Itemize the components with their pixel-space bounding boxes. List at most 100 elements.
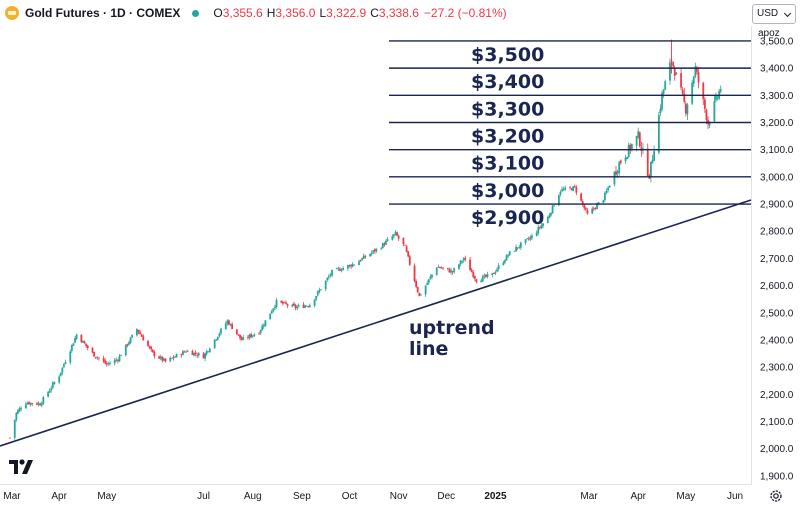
candle-body bbox=[315, 296, 318, 300]
candle-body bbox=[13, 419, 16, 438]
candle-body bbox=[705, 109, 708, 120]
candle-body bbox=[31, 403, 34, 404]
candle-body bbox=[183, 351, 186, 353]
candle-body bbox=[159, 356, 162, 359]
candle-body bbox=[426, 282, 429, 285]
candle-body bbox=[470, 269, 473, 273]
candle-body bbox=[270, 311, 273, 314]
candle-body bbox=[172, 357, 175, 359]
price-axis[interactable]: 3,500.0 3,400.0 3,300.0 3,200.0 3,100.0 3,000… bbox=[760, 36, 794, 482]
candle-body bbox=[136, 329, 138, 336]
candle-body bbox=[327, 276, 330, 278]
time-tick-label: Sep bbox=[293, 491, 311, 502]
candle-body bbox=[305, 305, 308, 307]
candle-body bbox=[264, 320, 267, 327]
candle-body bbox=[324, 280, 327, 290]
candle-body bbox=[491, 273, 494, 276]
candle-body bbox=[262, 325, 265, 327]
candle-body bbox=[496, 269, 498, 272]
price-level-label: $3,400 bbox=[471, 71, 544, 93]
candle-body bbox=[616, 171, 619, 174]
candle-body bbox=[713, 100, 716, 122]
candle-body bbox=[47, 392, 49, 397]
candle-body bbox=[318, 290, 321, 293]
candle-body bbox=[507, 255, 510, 257]
candle-body bbox=[348, 264, 351, 267]
candle-body bbox=[342, 268, 345, 271]
price-level-label: $3,100 bbox=[471, 153, 544, 175]
price-tick-label: 2,300.0 bbox=[760, 363, 794, 374]
candle-body bbox=[373, 249, 376, 252]
candle-body bbox=[94, 356, 97, 358]
candle-body bbox=[542, 223, 544, 227]
candle-body bbox=[331, 269, 333, 276]
candle-body bbox=[469, 259, 471, 271]
candle-body bbox=[450, 270, 452, 273]
candle-body bbox=[627, 144, 630, 157]
symbol-title[interactable]: Gold Futures · 1D · COMEX bbox=[25, 6, 181, 20]
candle-body bbox=[608, 185, 611, 188]
candle-body bbox=[440, 267, 443, 269]
candle-body bbox=[673, 68, 676, 76]
candle-body bbox=[239, 334, 241, 339]
tradingview-logo-icon[interactable] bbox=[8, 458, 38, 476]
candle-body bbox=[194, 352, 197, 355]
chart-header: Gold Futures · 1D · COMEX O 3,355.6 H 3,35… bbox=[0, 0, 748, 26]
time-tick-label: Oct bbox=[342, 491, 358, 502]
candle-body bbox=[464, 257, 467, 260]
candle-body bbox=[124, 344, 127, 356]
time-tick-label: Jun bbox=[727, 491, 743, 502]
candle-body bbox=[116, 359, 119, 361]
candle-body bbox=[694, 66, 697, 77]
candle-body bbox=[586, 210, 589, 214]
candle-body bbox=[53, 382, 56, 384]
candle-body bbox=[285, 302, 287, 304]
candle-body bbox=[716, 97, 719, 98]
candle-body bbox=[51, 382, 54, 388]
price-tick-label: 2,500.0 bbox=[760, 308, 794, 319]
candle-body bbox=[191, 350, 194, 355]
candle-body bbox=[719, 89, 722, 92]
candle-body bbox=[546, 217, 549, 224]
candle-body bbox=[150, 346, 153, 350]
candle-body bbox=[437, 267, 440, 268]
candle-body bbox=[497, 265, 500, 270]
candle-body bbox=[104, 360, 107, 364]
candle-body bbox=[140, 334, 143, 337]
candle-body bbox=[527, 238, 530, 240]
candle-body bbox=[202, 353, 205, 359]
currency-selector[interactable]: USD bbox=[752, 4, 796, 24]
candle-body bbox=[302, 304, 305, 308]
candle-body bbox=[83, 341, 86, 344]
candle-body bbox=[162, 358, 165, 361]
candle-body bbox=[242, 337, 245, 340]
candle-body bbox=[427, 279, 430, 283]
candle-body bbox=[361, 258, 364, 261]
candle-body bbox=[128, 342, 130, 345]
candle-body bbox=[375, 248, 378, 251]
candle-body bbox=[570, 188, 573, 191]
candle-body bbox=[653, 151, 655, 161]
candle-body bbox=[235, 329, 238, 335]
low-value: 3,322.9 bbox=[326, 6, 367, 20]
candle-body bbox=[381, 243, 384, 249]
candle-body bbox=[405, 246, 408, 252]
candle-body bbox=[659, 108, 662, 114]
time-tick-label: Mar bbox=[580, 491, 598, 502]
candle-body bbox=[393, 234, 395, 237]
price-tick-label: 3,100.0 bbox=[760, 145, 794, 156]
price-tick-label: 2,400.0 bbox=[760, 335, 794, 346]
candle-body bbox=[36, 403, 38, 405]
candle-body bbox=[70, 344, 73, 351]
candle-body bbox=[64, 362, 67, 364]
price-tick-label: 2,900.0 bbox=[760, 200, 794, 211]
gear-icon[interactable] bbox=[769, 489, 783, 503]
candle-body bbox=[37, 403, 40, 405]
candle-body bbox=[129, 337, 132, 343]
uptrend-label: line bbox=[409, 338, 448, 360]
candle-body bbox=[686, 104, 689, 115]
time-axis[interactable]: Mar Apr May Jul Aug Sep Oct Nov Dec 2025 Mar Apr May… bbox=[3, 491, 743, 502]
candle-body bbox=[531, 235, 533, 238]
candle-body bbox=[626, 157, 629, 160]
